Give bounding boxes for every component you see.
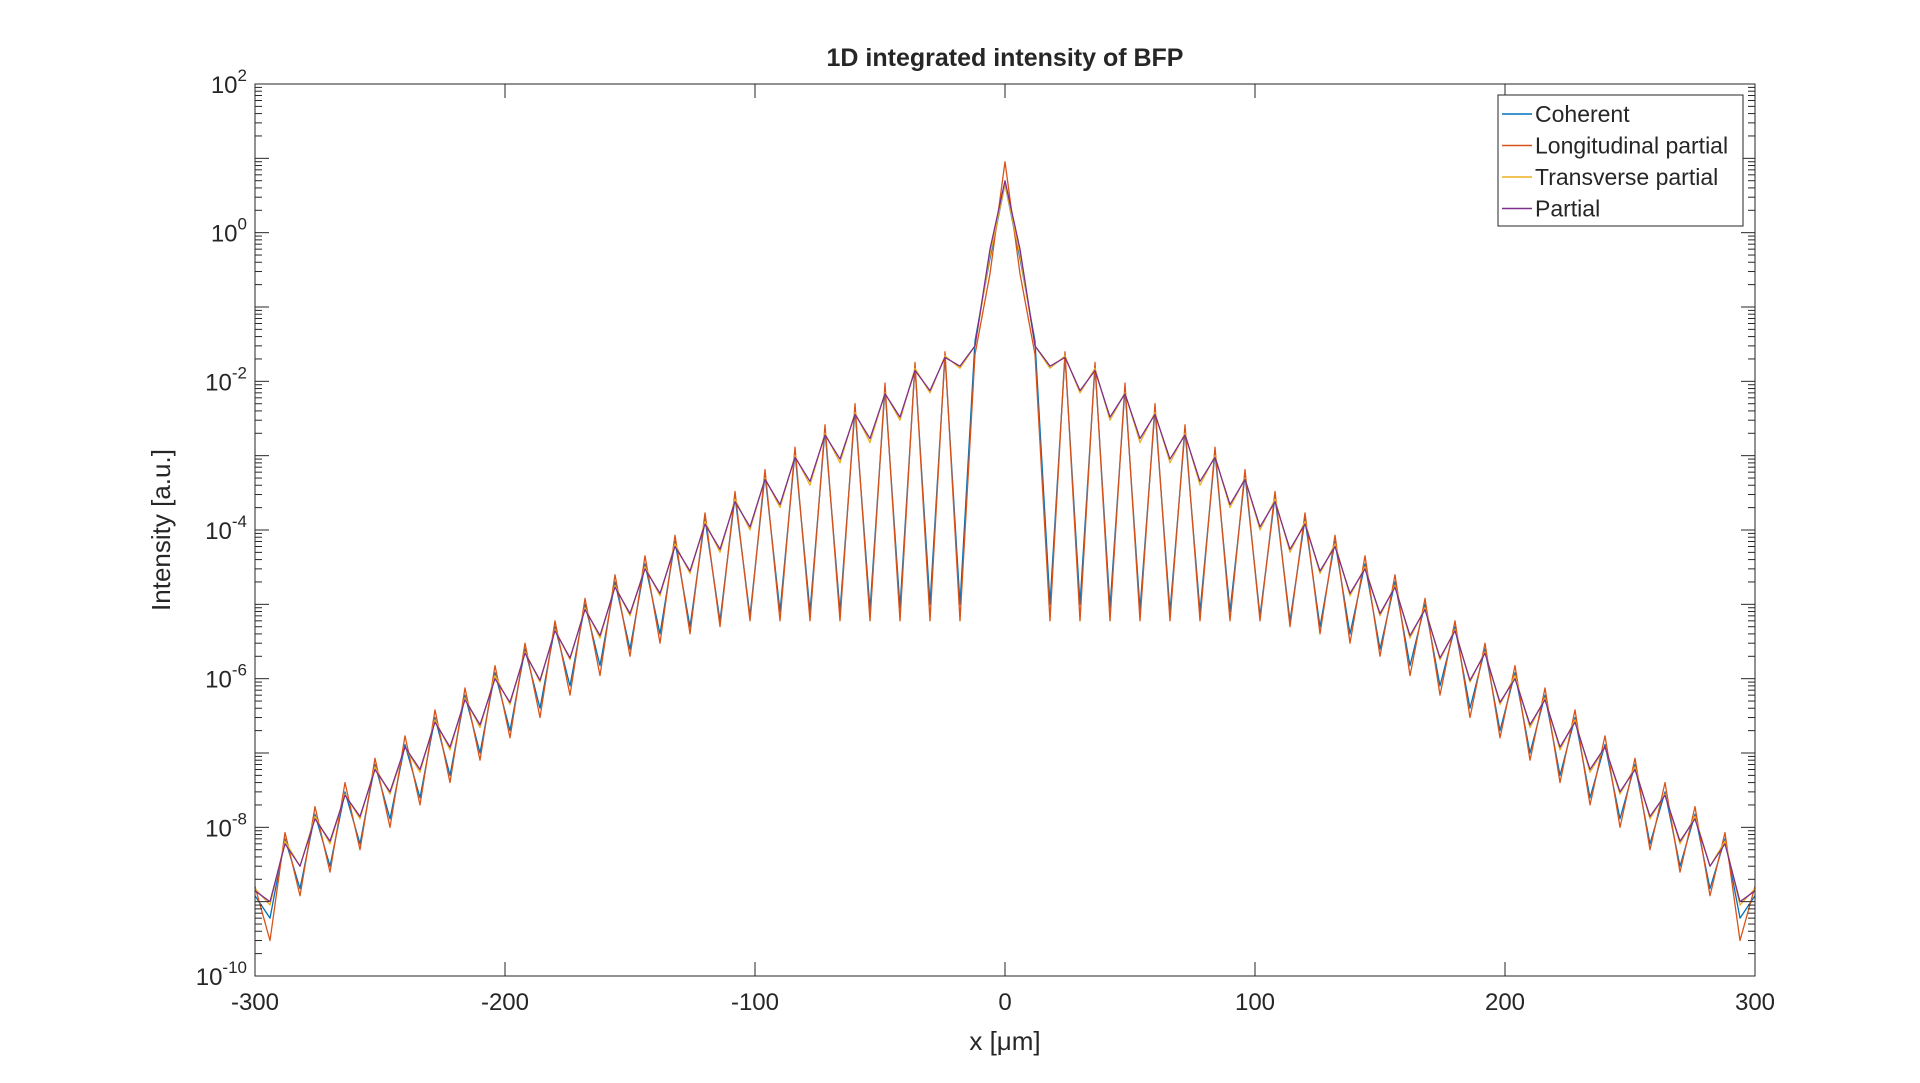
plot-area: [255, 84, 1755, 976]
x-tick-label: 0: [998, 989, 1011, 1016]
series-layer: [254, 161, 1756, 942]
y-tick-label: 10-2: [205, 363, 247, 396]
x-tick-label: 200: [1485, 989, 1525, 1016]
y-tick-label: 10-8: [205, 809, 247, 842]
x-tick-label: 100: [1235, 989, 1275, 1016]
y-tick-label: 10-6: [205, 661, 247, 694]
x-tick-label: -300: [231, 989, 279, 1016]
series-line-longitudinal-partial: [254, 161, 1756, 942]
x-tick-label: 300: [1735, 989, 1775, 1016]
chart-title: 1D integrated intensity of BFP: [827, 44, 1184, 72]
legend-label: Transverse partial: [1535, 164, 1718, 190]
y-tick-label: 10-4: [205, 512, 247, 545]
y-axis-label: Intensity [a.u.]: [146, 449, 176, 611]
legend: Coherent Longitudinal partial Transverse p…: [1497, 94, 1744, 227]
x-tick-label: -100: [731, 989, 779, 1016]
y-tick-label: 10-10: [196, 958, 247, 991]
x-axis-label-text: x [μm]: [969, 1026, 1040, 1056]
plot-box: [254, 83, 1756, 977]
series-line-partial: [254, 180, 1756, 903]
legend-label: Longitudinal partial: [1535, 133, 1728, 159]
y-tick-label: 100: [211, 215, 247, 248]
axes: -300 -200 -100 0 100 200 300 10-10 10-8 10-6 10-4 1…: [196, 66, 1775, 1016]
legend-label: Coherent: [1535, 101, 1630, 127]
legend-box: [1497, 94, 1744, 227]
y-tick-label: 102: [211, 66, 247, 99]
x-axis-label: x [μm]: [969, 1026, 1040, 1056]
legend-label: Partial: [1535, 196, 1600, 222]
x-tick-label: -200: [481, 989, 529, 1016]
